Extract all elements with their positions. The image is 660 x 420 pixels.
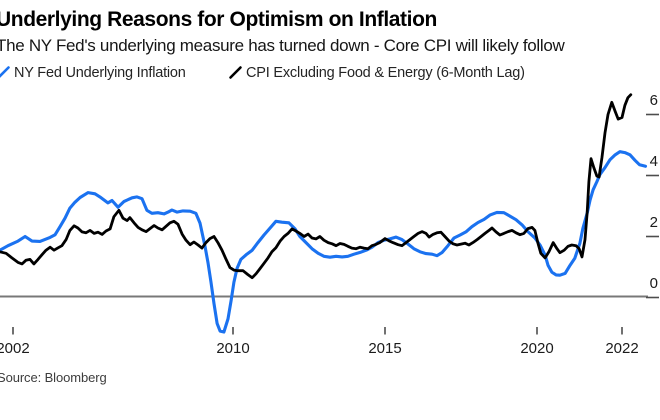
- x-tick-label-2022: 2022: [605, 340, 639, 357]
- legend-item-cpi-ex-food-energy: CPI Excluding Food & Energy (6-Month Lag…: [228, 63, 525, 82]
- x-tick-label-2010: 2010: [216, 340, 250, 357]
- x-tick-label-2002: 2002: [0, 340, 30, 357]
- y-tick-label-0: 0: [649, 275, 658, 292]
- blue-line-swatch-icon: [0, 66, 10, 78]
- x-tick-label-2015: 2015: [368, 340, 402, 357]
- source-note: Source: Bloomberg: [0, 370, 107, 385]
- series-line-0: [0, 150, 648, 334]
- y-tick-label-4: 4: [649, 153, 658, 170]
- black-line-swatch-icon: [229, 66, 242, 79]
- series-line-1: [0, 93, 633, 280]
- y-tick-label-2: 2: [649, 214, 658, 231]
- y-tick-label-6: 6: [649, 92, 658, 109]
- legend-label: NY Fed Underlying Inflation: [14, 64, 186, 81]
- x-tick-label-2020: 2020: [520, 340, 554, 357]
- chart-subtitle: The NY Fed's underlying measure has turn…: [0, 36, 565, 55]
- legend-item-ny-fed-underlying-inflation: NY Fed Underlying Inflation: [0, 63, 186, 82]
- chart-title: Underlying Reasons for Optimism on Infla…: [0, 8, 437, 31]
- legend-label: CPI Excluding Food & Energy (6-Month Lag…: [246, 64, 525, 81]
